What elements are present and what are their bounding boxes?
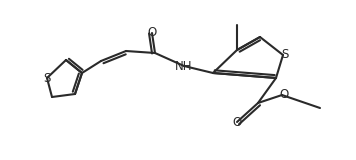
Text: O: O (279, 88, 289, 101)
Text: O: O (147, 27, 157, 40)
Text: O: O (232, 116, 242, 128)
Text: S: S (43, 72, 51, 84)
Text: NH: NH (175, 60, 193, 72)
Text: S: S (281, 48, 289, 61)
